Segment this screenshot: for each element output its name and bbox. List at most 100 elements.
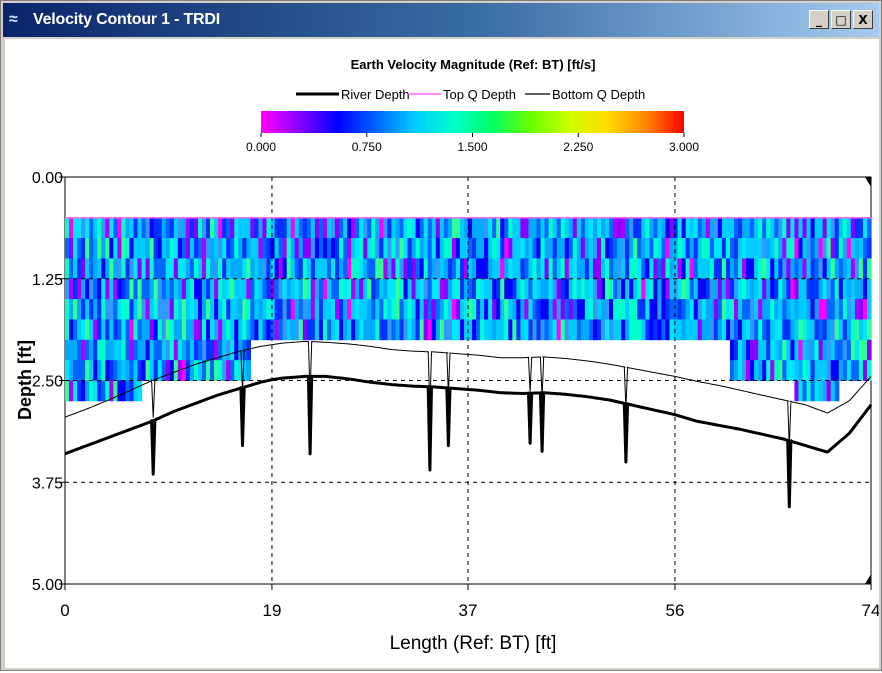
velocity-cell xyxy=(181,217,187,239)
velocity-cell xyxy=(427,238,433,259)
colorbar-tick-label: 0.000 xyxy=(246,140,276,154)
velocity-cell xyxy=(609,299,614,320)
y-tick-label: 2.50 xyxy=(32,374,63,391)
velocity-cell xyxy=(93,258,98,280)
velocity-cell xyxy=(794,258,800,280)
velocity-cell xyxy=(455,238,461,259)
velocity-cell xyxy=(415,299,421,320)
velocity-cell xyxy=(600,258,606,280)
velocity-cell xyxy=(302,217,308,239)
maximize-button[interactable]: □ xyxy=(831,10,851,29)
velocity-cell xyxy=(230,360,235,381)
velocity-cell xyxy=(480,299,485,320)
velocity-cell xyxy=(701,238,707,259)
velocity-cell xyxy=(854,217,860,239)
velocity-cell xyxy=(77,319,82,341)
velocity-cell xyxy=(709,258,715,280)
velocity-cell xyxy=(834,238,840,259)
title-bar[interactable]: ≈ Velocity Contour 1 - TRDI _ □ X xyxy=(3,3,879,37)
x-tick-label: 56 xyxy=(665,601,684,620)
window-controls: _ □ X xyxy=(809,10,873,29)
velocity-cell xyxy=(322,258,328,280)
velocity-cell xyxy=(850,278,856,300)
velocity-cell xyxy=(105,238,110,259)
velocity-cell xyxy=(181,360,187,381)
velocity-cell xyxy=(185,299,191,320)
velocity-cell xyxy=(733,238,739,259)
minimize-button[interactable]: _ xyxy=(809,10,829,29)
velocity-cell xyxy=(258,299,264,320)
velocity-cell xyxy=(790,319,796,341)
velocity-cell xyxy=(77,299,82,320)
velocity-cell xyxy=(729,299,735,320)
velocity-cell xyxy=(145,217,151,239)
velocity-cell xyxy=(93,380,98,402)
velocity-cell xyxy=(101,238,106,259)
velocity-cell xyxy=(705,238,711,259)
velocity-cell xyxy=(830,339,836,361)
velocity-cell xyxy=(637,258,642,280)
velocity-cell xyxy=(822,258,828,280)
velocity-cell xyxy=(270,238,276,259)
velocity-cell xyxy=(472,258,477,280)
velocity-cell xyxy=(77,258,82,280)
close-button[interactable]: X xyxy=(853,10,873,29)
velocity-cell xyxy=(532,319,538,341)
velocity-cell xyxy=(419,217,425,239)
velocity-cell xyxy=(379,238,384,259)
velocity-cell xyxy=(814,319,820,341)
velocity-cell xyxy=(508,217,513,239)
velocity-cell xyxy=(858,299,864,320)
velocity-cell xyxy=(282,278,288,300)
velocity-cell xyxy=(197,258,203,280)
velocity-cell xyxy=(189,360,195,381)
velocity-cell xyxy=(105,339,110,361)
velocity-cell xyxy=(109,360,114,381)
velocity-cell xyxy=(210,339,215,361)
velocity-cell xyxy=(528,238,534,259)
velocity-cell xyxy=(266,217,272,239)
velocity-cell xyxy=(246,238,251,259)
velocity-cell xyxy=(802,238,808,259)
velocity-cell xyxy=(230,278,235,300)
velocity-cell xyxy=(786,339,791,361)
velocity-cell xyxy=(451,299,457,320)
velocity-cell xyxy=(621,299,626,320)
velocity-cell xyxy=(234,258,239,280)
velocity-cell xyxy=(866,319,872,341)
velocity-cell xyxy=(81,278,86,300)
velocity-cell xyxy=(766,299,771,320)
velocity-cell xyxy=(322,319,328,341)
velocity-cell xyxy=(447,278,453,300)
velocity-cell xyxy=(766,278,771,300)
velocity-cell xyxy=(93,217,98,239)
velocity-cell xyxy=(339,278,344,300)
y-tick-label: 3.75 xyxy=(32,475,63,492)
velocity-cell xyxy=(153,319,159,341)
velocity-cell xyxy=(109,238,114,259)
velocity-cell xyxy=(850,258,856,280)
velocity-cell xyxy=(536,217,542,239)
velocity-cell xyxy=(742,319,747,341)
velocity-cell xyxy=(113,299,118,320)
velocity-cell xyxy=(181,258,187,280)
velocity-cell xyxy=(314,258,320,280)
velocity-cell xyxy=(850,360,856,381)
velocity-cell xyxy=(552,299,558,320)
velocity-cell xyxy=(395,217,401,239)
velocity-cell xyxy=(77,339,82,361)
velocity-cell xyxy=(73,258,78,280)
velocity-cell xyxy=(725,258,731,280)
velocity-cell xyxy=(838,299,844,320)
velocity-cell xyxy=(125,238,131,259)
velocity-cell xyxy=(335,278,340,300)
velocity-cell xyxy=(117,319,123,341)
velocity-cell xyxy=(355,278,360,300)
velocity-cell xyxy=(798,360,804,381)
velocity-cell xyxy=(169,278,175,300)
velocity-cell xyxy=(242,319,247,341)
velocity-cell xyxy=(693,258,699,280)
velocity-cell xyxy=(709,278,715,300)
velocity-cell xyxy=(609,278,614,300)
velocity-cell xyxy=(600,319,606,341)
